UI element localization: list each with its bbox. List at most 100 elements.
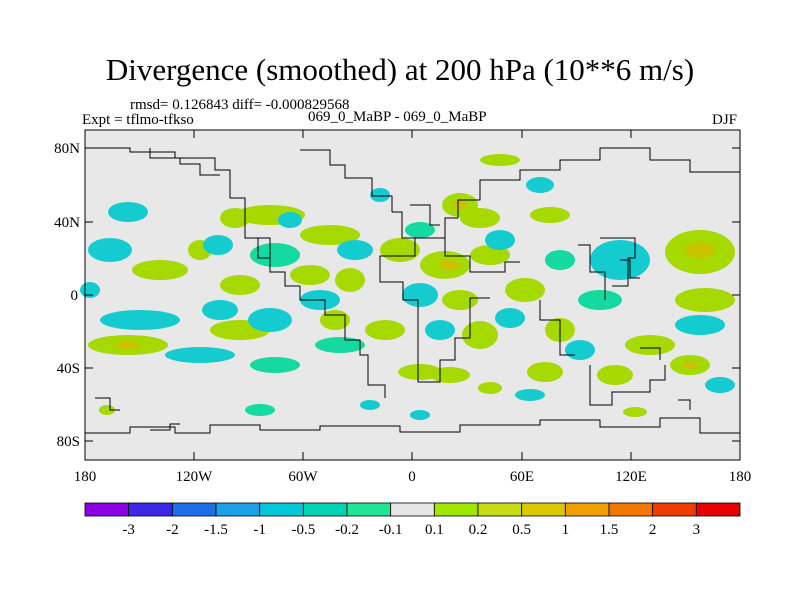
lat-label-eq: 0 [71, 288, 79, 304]
negative-region [402, 283, 438, 307]
positive-region [623, 407, 647, 417]
negative-region [578, 290, 622, 310]
positive-region [675, 288, 735, 312]
negative-region [545, 250, 575, 270]
strong-positive-core [685, 242, 715, 258]
lon-label-60e: 60E [510, 469, 534, 485]
experiment-label: Expt = tflmo-tfkso [82, 112, 194, 128]
negative-divergence-regions [80, 177, 735, 420]
colorbar-label: 0.1 [425, 522, 444, 538]
negative-region [495, 308, 525, 328]
colorbar-swatch [215, 502, 261, 517]
colorbar-label: 3 [693, 522, 701, 538]
positive-region [220, 208, 250, 228]
colorbar-swatch [302, 502, 348, 517]
colorbar: -3 -2 -1.5 -1 -0.5 -0.2 -0.1 0.1 0.2 0.5… [84, 502, 741, 538]
negative-region [100, 310, 180, 330]
negative-region [203, 235, 233, 255]
negative-region [425, 320, 455, 340]
negative-region [250, 357, 300, 373]
negative-region [370, 188, 390, 202]
strong-positive-core [682, 361, 698, 369]
colorbar-label: -1.5 [204, 522, 228, 538]
colorbar-label: 0.2 [469, 522, 488, 538]
positive-region [597, 365, 633, 385]
positive-region [478, 382, 502, 394]
positive-region [300, 225, 360, 245]
positive-region [530, 207, 570, 223]
lon-label-120e: 120E [615, 469, 647, 485]
strong-positive-core [453, 200, 467, 210]
positive-region [99, 405, 115, 415]
lat-label-80n: 80N [54, 141, 80, 157]
lon-label-60w: 60W [288, 469, 318, 485]
positive-region [430, 367, 470, 383]
strong-divergence-cores [116, 200, 715, 369]
colorbar-swatch [521, 502, 566, 517]
negative-region [410, 410, 430, 420]
negative-region [485, 230, 515, 250]
lat-label-40n: 40N [54, 215, 80, 231]
positive-region [505, 278, 545, 302]
colorbar-swatch [477, 502, 523, 517]
colorbar-label: 1.5 [600, 522, 619, 538]
positive-region [380, 238, 420, 262]
colorbar-swatch [608, 502, 654, 517]
lon-label-0: 0 [408, 469, 416, 485]
colorbar-label: 2 [649, 522, 657, 538]
colorbar-label: -0.1 [379, 522, 403, 538]
positive-region [462, 321, 498, 349]
positive-region [442, 290, 478, 310]
colorbar-swatch [564, 502, 610, 517]
negative-region [405, 222, 435, 238]
colorbar-swatch [346, 502, 392, 517]
negative-region [337, 240, 373, 260]
colorbar-label: -0.2 [335, 522, 359, 538]
positive-region [625, 335, 675, 355]
negative-region [250, 243, 300, 267]
colorbar-swatch [433, 502, 479, 517]
colorbar-label: 1 [562, 522, 570, 538]
positive-region [365, 320, 405, 340]
strong-positive-core [116, 341, 140, 349]
positive-region [132, 260, 188, 280]
negative-region [675, 315, 725, 335]
negative-region [202, 300, 238, 320]
negative-region [80, 282, 100, 298]
coastlines [85, 147, 740, 434]
colorbar-label: -2 [166, 522, 179, 538]
colorbar-swatch [652, 502, 697, 517]
lon-label-120w: 120W [176, 469, 214, 485]
lon-label-180w: 180 [74, 469, 97, 485]
positive-region [527, 362, 563, 382]
negative-region [315, 337, 365, 353]
season-label: DJF [712, 112, 738, 128]
colorbar-swatch [84, 502, 130, 517]
colorbar-label: -1 [253, 522, 266, 538]
colorbar-swatch [171, 502, 217, 517]
colorbar-label: -0.5 [291, 522, 315, 538]
negative-region [360, 400, 380, 410]
positive-region [290, 265, 330, 285]
positive-region [335, 268, 365, 292]
positive-region [220, 275, 260, 295]
negative-region [165, 347, 235, 363]
lat-label-80s: 80S [57, 434, 80, 450]
colorbar-swatch [695, 502, 741, 517]
negative-region [88, 238, 132, 262]
negative-region [565, 340, 595, 360]
negative-region [705, 377, 735, 393]
lat-label-40s: 40S [57, 361, 80, 377]
negative-region [526, 177, 554, 193]
strong-positive-core [440, 260, 460, 270]
stats-label: rmsd= 0.126843 diff= -0.000829568 [130, 97, 350, 113]
case-label: 069_0_MaBP - 069_0_MaBP [308, 109, 487, 125]
negative-region [108, 202, 148, 222]
colorbar-label: 0.5 [512, 522, 531, 538]
colorbar-swatch [390, 502, 435, 517]
negative-region [278, 212, 302, 228]
positive-region [460, 208, 500, 228]
plot-title: Divergence (smoothed) at 200 hPa (10**6 … [105, 52, 695, 87]
negative-region [248, 308, 292, 332]
